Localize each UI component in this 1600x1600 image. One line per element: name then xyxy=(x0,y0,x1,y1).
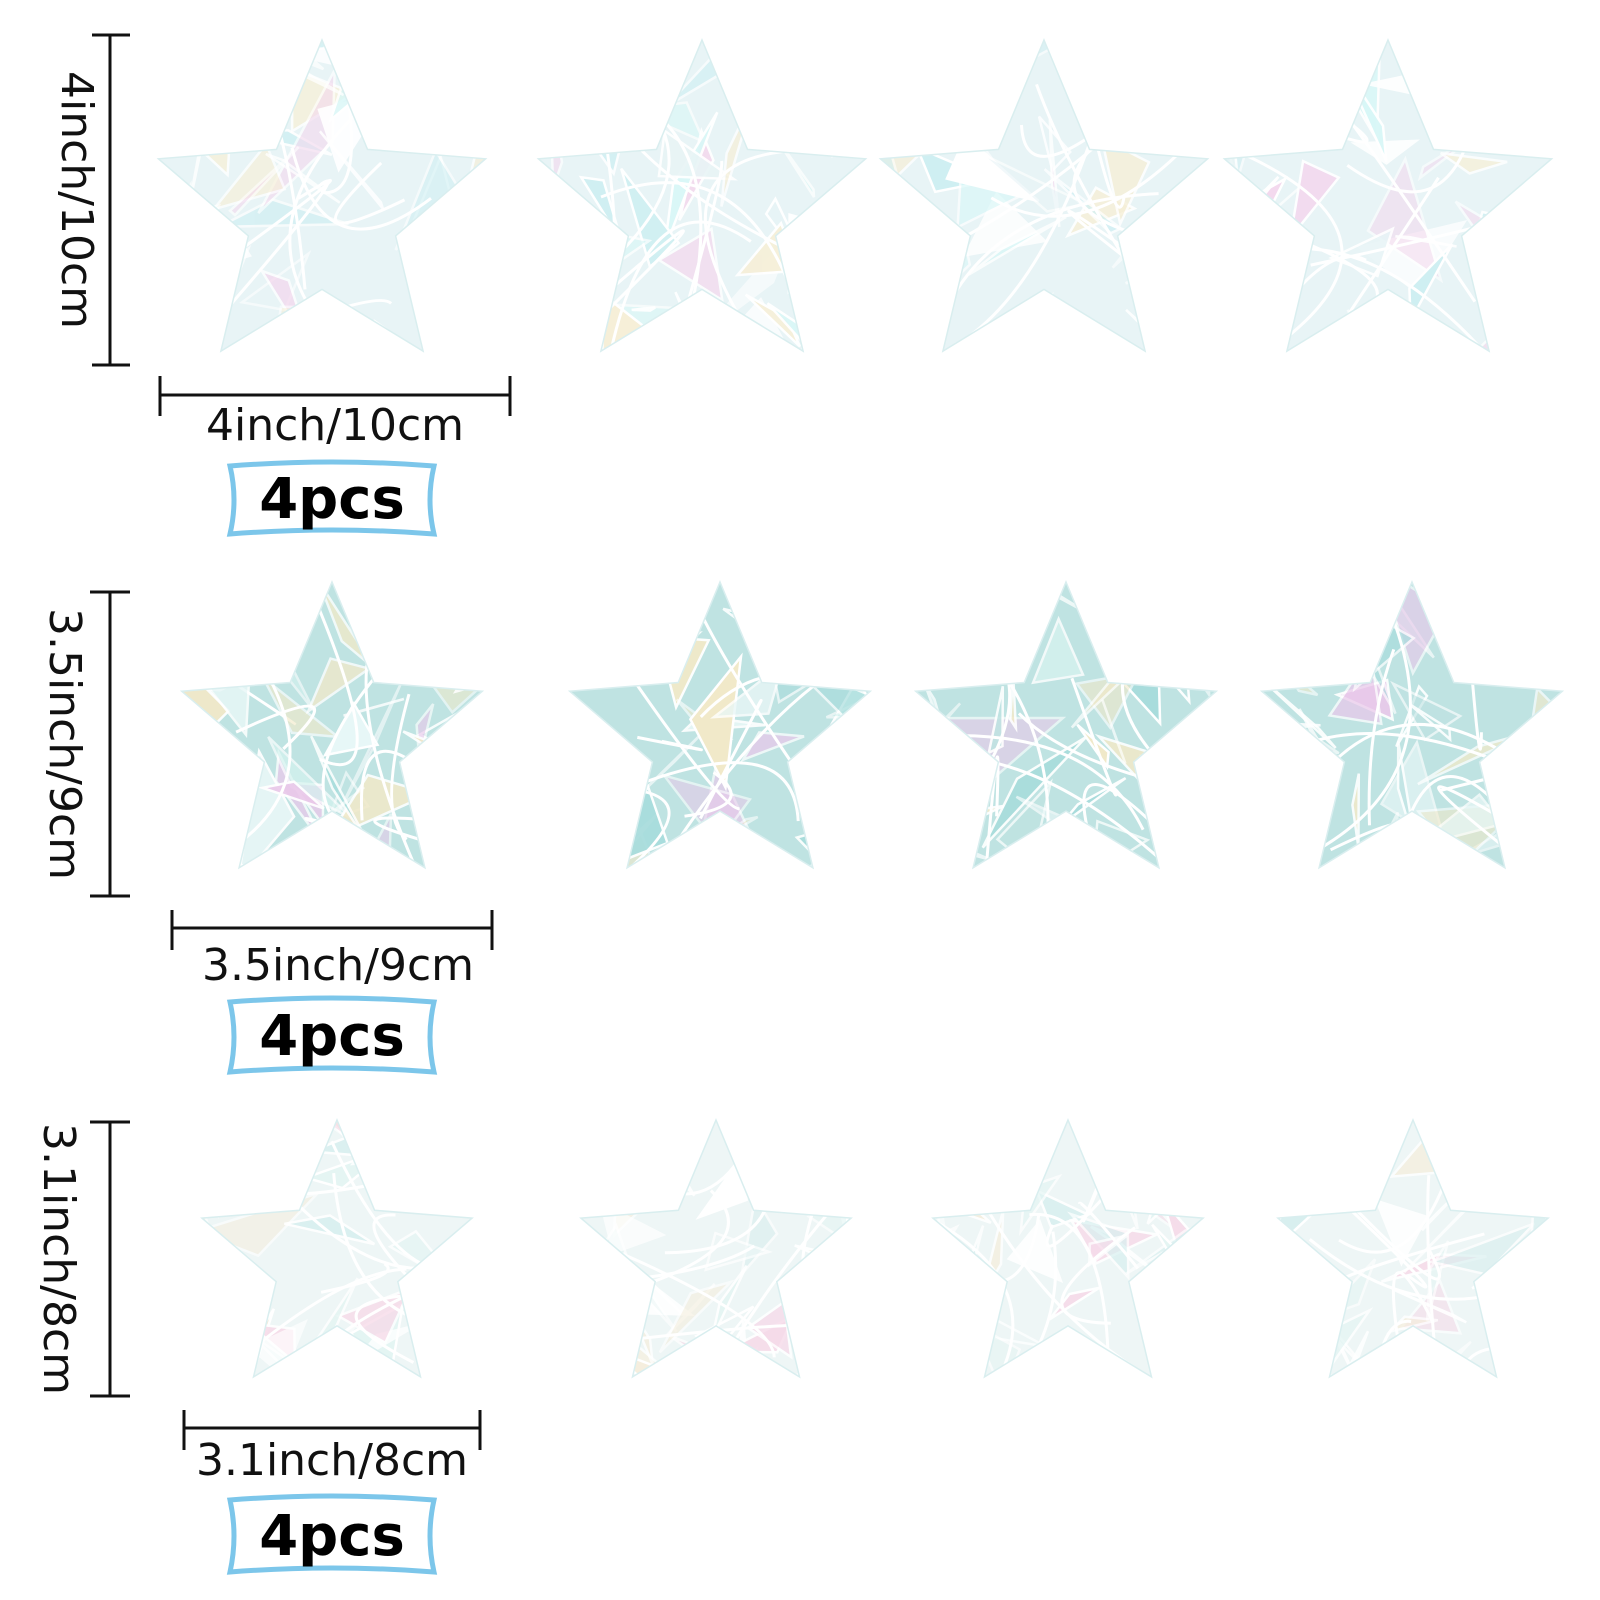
quantity-badge: 4pcs xyxy=(226,1493,438,1575)
star-sticker xyxy=(567,580,873,870)
width-label: 4inch/10cm xyxy=(206,400,464,451)
star-sticker xyxy=(931,1118,1205,1379)
star-sticker xyxy=(579,1118,853,1379)
quantity-label: 4pcs xyxy=(259,1504,405,1569)
height-dimension-ruler xyxy=(90,1120,130,1398)
size-row-3-5inch: 3.5inch/9cm 3.5inch/9cm 4pcs xyxy=(39,580,1565,1075)
height-label: 3.1inch/8cm xyxy=(33,1123,84,1395)
width-label: 3.5inch/9cm xyxy=(202,940,474,991)
height-dimension-ruler xyxy=(90,590,130,898)
star-sticker xyxy=(1259,580,1565,870)
width-dimension-ruler xyxy=(182,1410,482,1450)
star-sticker xyxy=(156,38,488,353)
size-row-4inch: 4inch/10cm 4inch/10cm 4pcs xyxy=(51,33,1554,537)
star-sticker xyxy=(1222,38,1554,353)
star-sticker xyxy=(878,38,1210,353)
size-row-3-1inch: 3.1inch/8cm 3.1inch/8cm 4pcs xyxy=(33,1118,1550,1575)
width-dimension-ruler xyxy=(158,376,512,416)
quantity-badge: 4pcs xyxy=(226,995,438,1075)
height-label: 3.5inch/9cm xyxy=(39,608,90,880)
star-sticker xyxy=(536,38,868,353)
star-sticker xyxy=(179,580,485,870)
quantity-label: 4pcs xyxy=(259,1004,405,1069)
height-label: 4inch/10cm xyxy=(51,71,102,329)
height-dimension-ruler xyxy=(92,33,130,367)
width-dimension-ruler xyxy=(170,910,494,950)
star-sticker xyxy=(200,1118,474,1379)
star-sticker xyxy=(913,580,1219,870)
quantity-label: 4pcs xyxy=(259,467,405,532)
width-label: 3.1inch/8cm xyxy=(196,1435,468,1486)
star-sticker xyxy=(1276,1118,1550,1379)
quantity-badge: 4pcs xyxy=(226,459,438,537)
